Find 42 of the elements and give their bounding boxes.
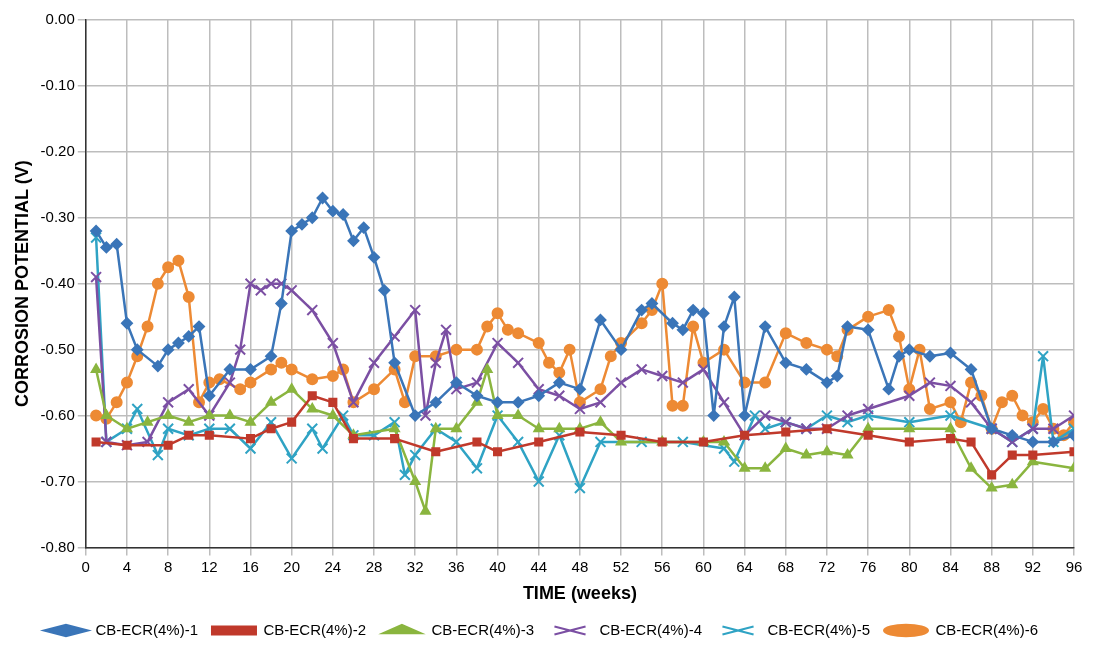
legend-label: CB-ECR(4%)-4: [599, 620, 703, 638]
y-tick-label: -0.30: [40, 207, 75, 225]
y-tick-label: -0.40: [40, 273, 75, 291]
legend-label: CB-ECR(4%)-1: [95, 620, 198, 638]
x-tick-label: 56: [653, 557, 671, 575]
x-tick-label: 40: [489, 557, 506, 575]
y-tick-label: -0.50: [40, 339, 75, 357]
y-tick-label: -0.60: [40, 405, 75, 423]
y-tick-label: 0.00: [45, 10, 75, 28]
y-tick-label: -0.20: [40, 141, 75, 159]
x-tick-label: 8: [163, 557, 173, 575]
x-tick-label: 72: [818, 557, 836, 575]
x-tick-label: 0: [81, 557, 90, 575]
x-tick-label: 60: [695, 557, 712, 575]
x-tick-label: 32: [406, 557, 424, 575]
y-tick-label: -0.70: [40, 471, 75, 489]
x-tick-label: 28: [365, 557, 383, 575]
x-tick-label: 48: [571, 557, 589, 575]
y-tick-label: -0.80: [40, 537, 75, 555]
x-tick-label: 52: [612, 557, 630, 575]
x-tick-label: 96: [1065, 557, 1083, 575]
legend-label: CB-ECR(4%)-5: [767, 620, 871, 638]
x-tick-label: 92: [1024, 557, 1042, 575]
legend-label: CB-ECR(4%)-3: [431, 620, 535, 638]
x-tick-label: 88: [983, 557, 1000, 575]
y-tick-label: -0.10: [40, 76, 75, 94]
x-tick-label: 84: [942, 557, 959, 575]
x-tick-label: 12: [200, 557, 218, 575]
legend-label: CB-ECR(4%)-2: [263, 620, 366, 638]
x-tick-label: 16: [242, 557, 259, 575]
x-tick-label: 24: [324, 557, 342, 575]
x-tick-label: 76: [859, 557, 877, 575]
x-tick-label: 36: [448, 557, 465, 575]
x-tick-label: 4: [122, 557, 132, 575]
y-axis-title: CORROSION POTENTIAL (V): [11, 160, 32, 408]
x-tick-label: 68: [777, 557, 795, 575]
x-tick-label: 80: [900, 557, 918, 575]
legend-label: CB-ECR(4%)-6: [935, 620, 1039, 638]
x-tick-label: 44: [530, 557, 548, 575]
x-tick-label: 64: [736, 557, 753, 575]
x-axis-title: TIME (weeks): [522, 583, 637, 604]
x-tick-label: 20: [283, 557, 301, 575]
